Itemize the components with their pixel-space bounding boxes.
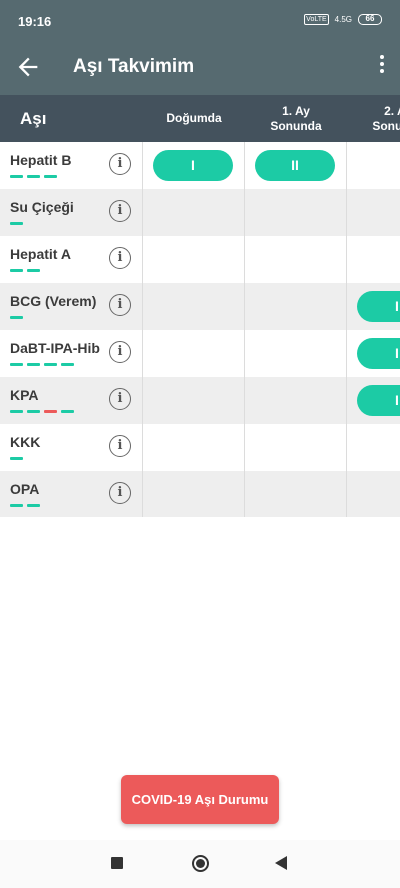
dose-dash [10, 457, 23, 460]
dose-dash [27, 363, 40, 366]
vaccine-name: KKK [10, 434, 41, 450]
dose-indicators [10, 363, 74, 366]
info-icon[interactable]: i [109, 388, 131, 410]
dose-dash [10, 410, 23, 413]
dose-indicators [10, 316, 23, 319]
table-row: KPA i I [0, 377, 400, 424]
dose-pill[interactable]: II [255, 150, 335, 181]
vaccine-name: BCG (Verem) [10, 293, 97, 309]
dose-dash [61, 363, 74, 366]
vaccine-name-cell: Hepatit B i [0, 142, 142, 189]
column-header: 1. Ay Sonunda [270, 103, 322, 133]
more-options-icon[interactable] [378, 55, 386, 77]
vaccine-name-cell: KKK i [0, 424, 142, 471]
table-row: KKK i [0, 424, 400, 471]
dose-dash [10, 222, 23, 225]
status-time: 19:16 [18, 14, 52, 29]
vaccine-name-cell: Hepatit A i [0, 236, 142, 283]
dose-dash [10, 175, 23, 178]
column-divider [346, 142, 347, 517]
dose-indicators [10, 269, 40, 272]
vaccine-name: Hepatit B [10, 152, 72, 168]
table-row: OPA i [0, 471, 400, 517]
table-row: BCG (Verem) i I [0, 283, 400, 330]
nav-back-icon[interactable] [275, 856, 287, 870]
vaccine-name-cell: Su Çiçeği i [0, 189, 142, 236]
dose-dash [10, 363, 23, 366]
column-divider [142, 142, 143, 517]
app-bar: Aşı Takvimim [0, 38, 400, 95]
info-icon[interactable]: i [109, 247, 131, 269]
info-icon[interactable]: i [109, 482, 131, 504]
back-arrow-icon[interactable] [14, 53, 42, 81]
dose-dash [44, 175, 57, 178]
recents-icon[interactable] [111, 857, 123, 869]
status-icons: VoLTE 4.5G 66 [304, 14, 382, 25]
dose-dash [44, 363, 57, 366]
battery-icon: 66 [358, 14, 382, 25]
covid-status-button[interactable]: COVID-19 Aşı Durumu [121, 775, 279, 824]
vaccine-name: KPA [10, 387, 39, 403]
dose-pill[interactable]: I [357, 338, 400, 369]
dose-dash [27, 410, 40, 413]
vaccine-name: Hepatit A [10, 246, 71, 262]
info-icon[interactable]: i [109, 294, 131, 316]
vaccine-name-cell: DaBT-IPA-Hib i [0, 330, 142, 377]
dose-indicators [10, 175, 57, 178]
dose-dash [10, 316, 23, 319]
vaccine-name-cell: KPA i [0, 377, 142, 424]
info-icon[interactable]: i [109, 153, 131, 175]
dose-dash [10, 504, 23, 507]
dose-pill[interactable]: I [357, 385, 400, 416]
info-icon[interactable]: i [109, 341, 131, 363]
home-icon[interactable] [192, 855, 209, 872]
table-row: Hepatit A i [0, 236, 400, 283]
dose-dash [44, 410, 57, 413]
dose-dash [27, 175, 40, 178]
table-row: DaBT-IPA-Hib i I [0, 330, 400, 377]
volte-icon: VoLTE [304, 14, 329, 25]
vaccine-name-cell: BCG (Verem) i [0, 283, 142, 330]
vaccine-name: DaBT-IPA-Hib [10, 340, 100, 356]
dose-indicators [10, 504, 40, 507]
dose-pill[interactable]: I [357, 291, 400, 322]
dose-indicators [10, 222, 23, 225]
dose-dash [61, 410, 74, 413]
dose-indicators [10, 457, 23, 460]
page-title: Aşı Takvimim [73, 56, 195, 77]
signal-icon: 4.5G [334, 15, 352, 24]
vaccine-name: Su Çiçeği [10, 199, 74, 215]
vaccine-column-header: Aşı [20, 109, 47, 128]
info-icon[interactable]: i [109, 200, 131, 222]
column-divider [244, 142, 245, 517]
dose-indicators [10, 410, 74, 413]
info-icon[interactable]: i [109, 435, 131, 457]
status-bar: 19:16 VoLTE 4.5G 66 [0, 0, 400, 38]
dose-dash [27, 269, 40, 272]
dose-pill[interactable]: I [153, 150, 233, 181]
column-header: Doğumda [166, 111, 222, 125]
vaccine-name: OPA [10, 481, 40, 497]
vaccine-name-cell: OPA i [0, 471, 142, 517]
system-nav-bar [0, 840, 400, 888]
dose-dash [10, 269, 23, 272]
dose-dash [27, 504, 40, 507]
table-row: Su Çiçeği i [0, 189, 400, 236]
